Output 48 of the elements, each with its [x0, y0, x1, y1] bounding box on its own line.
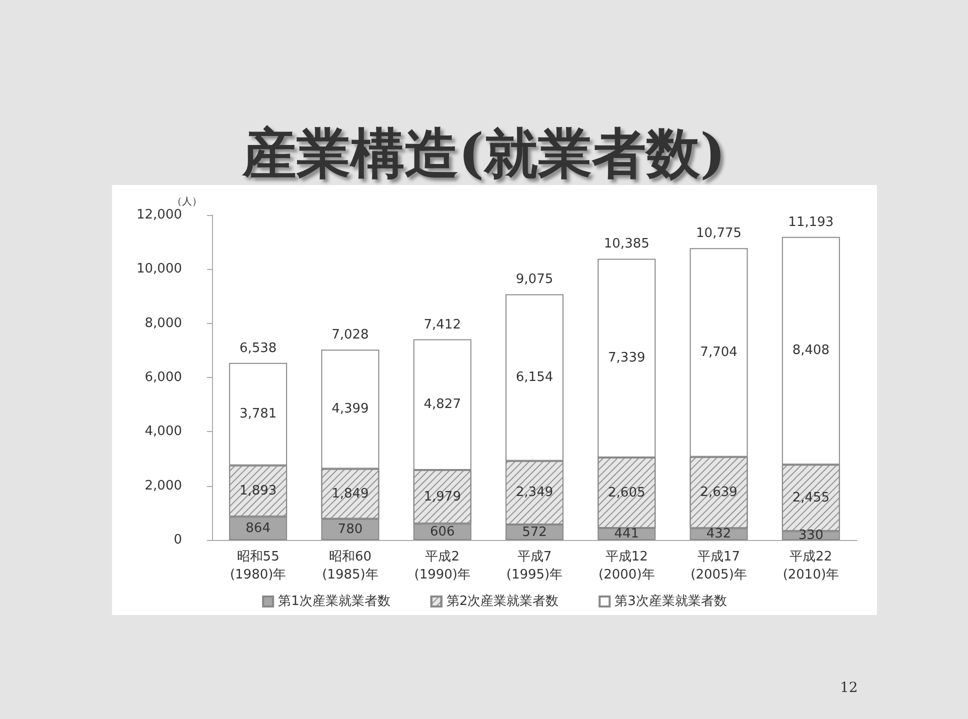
data-label: 4,827: [424, 397, 461, 412]
data-label: 606: [430, 524, 455, 540]
y-tick-label: 8,000: [144, 316, 182, 331]
x-tick-label: 昭和55 (1980)年: [230, 550, 286, 582]
data-label: 2,455: [792, 490, 830, 506]
data-label: 1,979: [424, 489, 461, 504]
chart-title: 産業構造(就業者数): [241, 120, 727, 187]
y-tick-label: 10,000: [136, 262, 182, 277]
data-label: 1,849: [332, 486, 369, 502]
data-label: 2,605: [608, 485, 646, 500]
x-tick-label: 平成12 (2000)年: [598, 550, 655, 582]
y-axis-title: （人）: [172, 196, 202, 208]
x-tick-label: 平成17 (2005)年: [690, 550, 747, 582]
data-label: 330: [798, 528, 824, 544]
x-tick-label: 平成2 (1990)年: [414, 550, 470, 582]
data-label: 6,154: [516, 370, 554, 386]
data-label: 2,639: [700, 485, 738, 500]
x-tick-label: 昭和60 (1985)年: [322, 550, 378, 582]
data-label: 7,339: [608, 350, 646, 366]
total-label: 6,538: [239, 340, 277, 356]
data-label: 441: [614, 526, 640, 542]
data-label: 3,781: [239, 406, 277, 422]
data-label: 4,399: [332, 402, 369, 417]
total-label: 7,028: [332, 328, 369, 343]
text: 12: [840, 680, 858, 696]
y-tick-label: 12,000: [136, 208, 182, 222]
total-label: 11,193: [788, 214, 834, 230]
y-tick-label: 6,000: [144, 370, 182, 385]
x-tick-label: 平成22 (2010)年: [782, 550, 840, 582]
legend-label: 第1次産業就業者数: [278, 593, 390, 609]
total-label: 9,075: [516, 272, 554, 288]
total-label: 10,775: [696, 226, 742, 242]
data-label: 1,893: [239, 483, 277, 498]
total-label: 10,385: [604, 236, 650, 252]
y-tick-label: 0: [174, 532, 182, 548]
data-label: 8,408: [792, 343, 830, 358]
y-tick-label: 4,000: [144, 424, 182, 440]
data-label: 864: [246, 520, 270, 536]
data-label: 432: [706, 526, 732, 542]
legend-label: 第2次産業就業者数: [446, 593, 559, 609]
legend-label: 第3次産業就業者数: [614, 593, 727, 609]
y-tick-label: 2,000: [144, 478, 182, 494]
data-label: 572: [522, 524, 547, 540]
data-label: 7,704: [700, 345, 738, 360]
x-tick-label: 平成7 (1995)年: [506, 550, 563, 582]
total-label: 7,412: [424, 317, 461, 332]
data-label: 2,349: [516, 485, 554, 500]
data-label: 780: [338, 522, 363, 537]
